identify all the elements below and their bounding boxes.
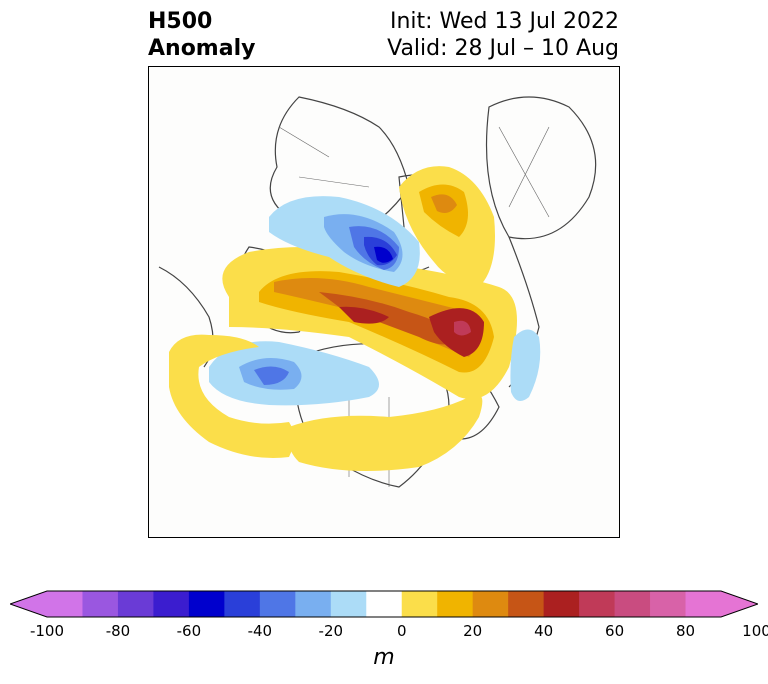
anomaly-map — [148, 66, 620, 538]
colorbar-segment — [472, 591, 509, 617]
positive-anomaly-ridge — [222, 247, 517, 399]
colorbar-segment — [153, 591, 190, 617]
colorbar-segment — [508, 591, 545, 617]
colorbar-tick-label: -20 — [318, 622, 344, 640]
colorbar-tick-label: 0 — [396, 622, 407, 640]
colorbar-tick-label: 60 — [605, 622, 625, 640]
colorbar-segment — [401, 591, 438, 617]
colorbar-segment — [295, 591, 332, 617]
colorbar-segment — [117, 591, 154, 617]
map-title: H500 Anomaly — [148, 8, 255, 62]
positive-anomaly-scandinavia — [399, 166, 495, 287]
colorbar-low-extend — [10, 591, 47, 617]
colorbar-segment — [330, 591, 367, 617]
colorbar-segment — [366, 591, 403, 617]
negative-anomaly-north-atlantic — [510, 329, 541, 401]
negative-anomaly-gulf-of-alaska — [209, 341, 379, 406]
colorbar-segment — [188, 591, 225, 617]
colorbar-segment — [685, 591, 722, 617]
anomaly-map-canvas — [158, 96, 597, 488]
map-dates: Init: Wed 13 Jul 2022 Valid: 28 Jul – 10… — [387, 8, 619, 62]
positive-anomaly-conus — [287, 394, 483, 471]
field-label: Anomaly — [148, 36, 256, 61]
valid-date-label: Valid: 28 Jul – 10 Aug — [387, 36, 619, 61]
colorbar-tick-label: 80 — [675, 622, 696, 640]
colorbar-segment — [543, 591, 580, 617]
colorbar-ticks: -100 -80 -60 -40 -20 0 20 40 60 80 100 — [0, 622, 768, 644]
colorbar-segment — [47, 591, 83, 617]
positive-anomaly-northeast-pacific — [169, 334, 294, 458]
colorbar-tick-label: 20 — [463, 622, 483, 640]
colorbar-tick-label: 100 — [742, 622, 768, 640]
colorbar-tick-label: 40 — [534, 622, 554, 640]
init-date-label: Init: Wed 13 Jul 2022 — [389, 9, 619, 34]
colorbar-segment — [437, 591, 474, 617]
colorbar-segment — [224, 591, 261, 617]
colorbar-tick-label: -80 — [105, 622, 131, 640]
colorbar-tick-label: -40 — [247, 622, 273, 640]
colorbar-segment — [650, 591, 687, 617]
colorbar — [10, 590, 758, 618]
variable-label: H500 — [148, 9, 213, 34]
colorbar-segment — [82, 591, 119, 617]
colorbar-segment — [579, 591, 616, 617]
colorbar-high-extend — [721, 591, 758, 617]
colorbar-segment — [259, 591, 296, 617]
colorbar-tick-label: -100 — [29, 622, 65, 640]
negative-anomaly-siberia — [269, 196, 420, 287]
colorbar-tick-label: -60 — [176, 622, 202, 640]
colorbar-segment — [614, 591, 651, 617]
colorbar-unit-label: m — [373, 645, 395, 670]
